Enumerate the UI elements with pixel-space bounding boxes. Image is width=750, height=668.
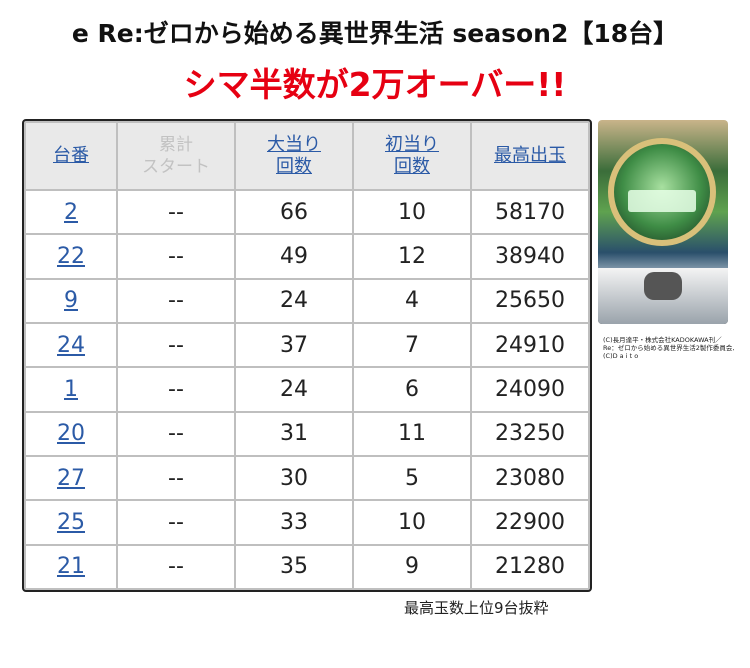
cumulative-start-cell: -- bbox=[118, 501, 234, 544]
max-payout-cell: 58170 bbox=[472, 191, 588, 234]
first-hits-cell: 10 bbox=[354, 191, 470, 234]
unit-number-link[interactable]: 20 bbox=[26, 412, 116, 455]
first-hits-cell: 6 bbox=[354, 368, 470, 411]
header-max-payout[interactable]: 最高出玉 bbox=[472, 123, 588, 189]
cumulative-start-cell: -- bbox=[118, 191, 234, 234]
cumulative-start-cell: -- bbox=[118, 412, 234, 455]
unit-number-link[interactable]: 24 bbox=[26, 323, 116, 367]
table-row: 22 -- 49 12 38940 bbox=[26, 235, 588, 278]
table-row: 1 -- 24 6 24090 bbox=[26, 368, 588, 411]
big-hits-cell: 37 bbox=[236, 323, 352, 367]
table-footnote: 最高玉数上位9台抜粋 bbox=[404, 599, 549, 617]
machine-reel-ring bbox=[608, 138, 716, 246]
unit-number-link[interactable]: 22 bbox=[26, 235, 116, 278]
max-payout-cell: 38940 bbox=[472, 235, 588, 278]
header-first-hits-line1: 初当り bbox=[385, 134, 439, 155]
big-hits-cell: 49 bbox=[236, 235, 352, 278]
unit-number-link[interactable]: 25 bbox=[26, 501, 116, 544]
unit-number-link[interactable]: 27 bbox=[26, 456, 116, 500]
table-row: 24 -- 37 7 24910 bbox=[26, 323, 588, 367]
big-hits-cell: 24 bbox=[236, 279, 352, 322]
cumulative-start-cell: -- bbox=[118, 545, 234, 588]
cumulative-start-cell: -- bbox=[118, 368, 234, 411]
first-hits-cell: 12 bbox=[354, 235, 470, 278]
header-cumulative-start: 累計 スタート bbox=[118, 123, 234, 189]
header-first-hits-line2: 回数 bbox=[394, 156, 430, 177]
cumulative-start-cell: -- bbox=[118, 323, 234, 367]
copyright-line: (C)D a i t o bbox=[603, 352, 639, 360]
first-hits-cell: 7 bbox=[354, 323, 470, 367]
max-payout-cell: 22900 bbox=[472, 501, 588, 544]
first-hits-cell: 5 bbox=[354, 456, 470, 500]
first-hits-cell: 11 bbox=[354, 412, 470, 455]
header-big-hits[interactable]: 大当り 回数 bbox=[236, 123, 352, 189]
cumulative-start-cell: -- bbox=[118, 235, 234, 278]
header-cumulative-start-line2: スタート bbox=[142, 157, 210, 177]
header-first-hits[interactable]: 初当り 回数 bbox=[354, 123, 470, 189]
table-row: 27 -- 30 5 23080 bbox=[26, 456, 588, 500]
first-hits-cell: 10 bbox=[354, 501, 470, 544]
big-hits-cell: 31 bbox=[236, 412, 352, 455]
max-payout-cell: 25650 bbox=[472, 279, 588, 322]
copyright-line: (C)長月達平・株式会社KADOKAWA刊／ bbox=[603, 336, 722, 344]
copyright-line: Re：ゼロから始める異世界生活2製作委員会, bbox=[603, 344, 735, 352]
unit-number-link[interactable]: 2 bbox=[26, 191, 116, 234]
results-table: 台番 累計 スタート 大当り 回数 初当り 回数 最高出玉 2 -- bbox=[22, 119, 592, 592]
max-payout-cell: 23080 bbox=[472, 456, 588, 500]
header-big-hits-line1: 大当り bbox=[267, 134, 321, 155]
pachinko-machine-image bbox=[598, 120, 728, 324]
machine-handle bbox=[644, 272, 682, 300]
table-row: 21 -- 35 9 21280 bbox=[26, 545, 588, 588]
cumulative-start-cell: -- bbox=[118, 456, 234, 500]
big-hits-cell: 66 bbox=[236, 191, 352, 234]
header-unit[interactable]: 台番 bbox=[26, 123, 116, 189]
max-payout-cell: 24910 bbox=[472, 323, 588, 367]
table-header-row: 台番 累計 スタート 大当り 回数 初当り 回数 最高出玉 bbox=[26, 123, 588, 189]
header-big-hits-line2: 回数 bbox=[276, 156, 312, 177]
page-title: e Re:ゼロから始める異世界生活 season2【18台】 bbox=[71, 19, 679, 48]
big-hits-cell: 30 bbox=[236, 456, 352, 500]
big-hits-cell: 33 bbox=[236, 501, 352, 544]
big-hits-cell: 24 bbox=[236, 368, 352, 411]
max-payout-cell: 21280 bbox=[472, 545, 588, 588]
max-payout-cell: 23250 bbox=[472, 412, 588, 455]
table-row: 9 -- 24 4 25650 bbox=[26, 279, 588, 322]
table-row: 20 -- 31 11 23250 bbox=[26, 412, 588, 455]
first-hits-cell: 9 bbox=[354, 545, 470, 588]
machine-logo bbox=[628, 190, 696, 212]
unit-number-link[interactable]: 1 bbox=[26, 368, 116, 411]
page-subtitle: シマ半数が2万オーバー!! bbox=[183, 65, 567, 104]
max-payout-cell: 24090 bbox=[472, 368, 588, 411]
first-hits-cell: 4 bbox=[354, 279, 470, 322]
unit-number-link[interactable]: 21 bbox=[26, 545, 116, 588]
table-row: 2 -- 66 10 58170 bbox=[26, 191, 588, 234]
header-cumulative-start-line1: 累計 bbox=[159, 135, 193, 155]
cumulative-start-cell: -- bbox=[118, 279, 234, 322]
big-hits-cell: 35 bbox=[236, 545, 352, 588]
unit-number-link[interactable]: 9 bbox=[26, 279, 116, 322]
copyright-notice: (C)長月達平・株式会社KADOKAWA刊／ Re：ゼロから始める異世界生活2製… bbox=[603, 336, 748, 360]
table-row: 25 -- 33 10 22900 bbox=[26, 501, 588, 544]
